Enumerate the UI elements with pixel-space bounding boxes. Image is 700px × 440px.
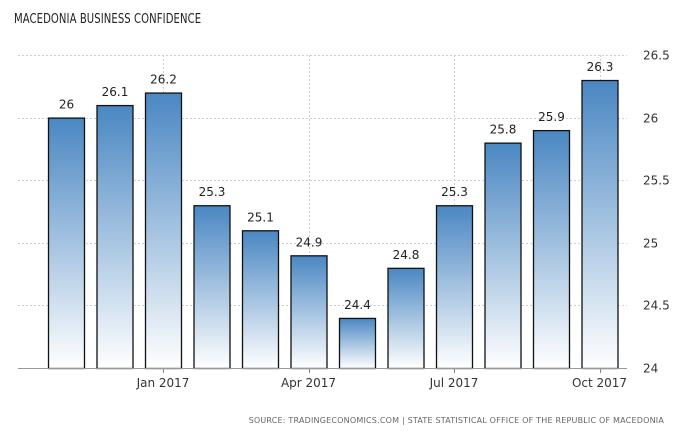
bar <box>96 104 134 370</box>
y-tick-label: 25.5 <box>643 174 670 188</box>
bar <box>338 317 377 370</box>
bar <box>193 205 231 370</box>
data-label: 25.9 <box>538 110 565 124</box>
bar <box>435 205 474 370</box>
chart-title: MACEDONIA BUSINESS CONFIDENCE <box>14 12 202 27</box>
data-label: 26 <box>59 98 74 112</box>
data-label: 26.1 <box>102 85 129 99</box>
data-label: 25.8 <box>490 123 517 137</box>
bar <box>144 92 183 370</box>
bar <box>290 255 328 370</box>
bar <box>387 267 425 370</box>
bar <box>484 142 522 370</box>
bar-series <box>47 79 619 370</box>
data-label: 25.3 <box>199 185 226 199</box>
x-axis: Jan 2017 Apr 2017 Jul 2017 Oct 2017 <box>18 368 627 390</box>
x-tick-label: Jul 2017 <box>429 376 479 390</box>
data-labels: 26 26.1 26.2 25.3 25.1 24.9 24.4 24.8 25.3 25.8 25… <box>59 60 614 312</box>
y-tick-label: 26.5 <box>643 49 670 63</box>
data-label: 26.2 <box>150 73 177 87</box>
y-axis: 24 24.5 25 25.5 26 26.5 <box>643 49 670 376</box>
y-tick-label: 24.5 <box>643 299 670 313</box>
bar <box>532 129 571 370</box>
x-tick-label: Oct 2017 <box>572 376 627 390</box>
data-label: 25.1 <box>247 210 274 224</box>
bar <box>241 230 280 370</box>
chart-source: SOURCE: TRADINGECONOMICS.COM | STATE STA… <box>248 416 664 425</box>
y-tick-label: 25 <box>643 237 658 251</box>
data-label: 26.3 <box>587 60 614 74</box>
bar <box>581 79 619 370</box>
data-label: 24.4 <box>344 298 371 312</box>
data-label: 25.3 <box>441 185 468 199</box>
data-label: 24.9 <box>296 235 323 249</box>
y-tick-label: 26 <box>643 112 658 126</box>
y-tick-label: 24 <box>643 362 658 376</box>
x-tick-label: Apr 2017 <box>281 376 336 390</box>
bar <box>47 117 86 370</box>
x-tick-label: Jan 2017 <box>136 376 190 390</box>
data-label: 24.8 <box>393 248 420 262</box>
